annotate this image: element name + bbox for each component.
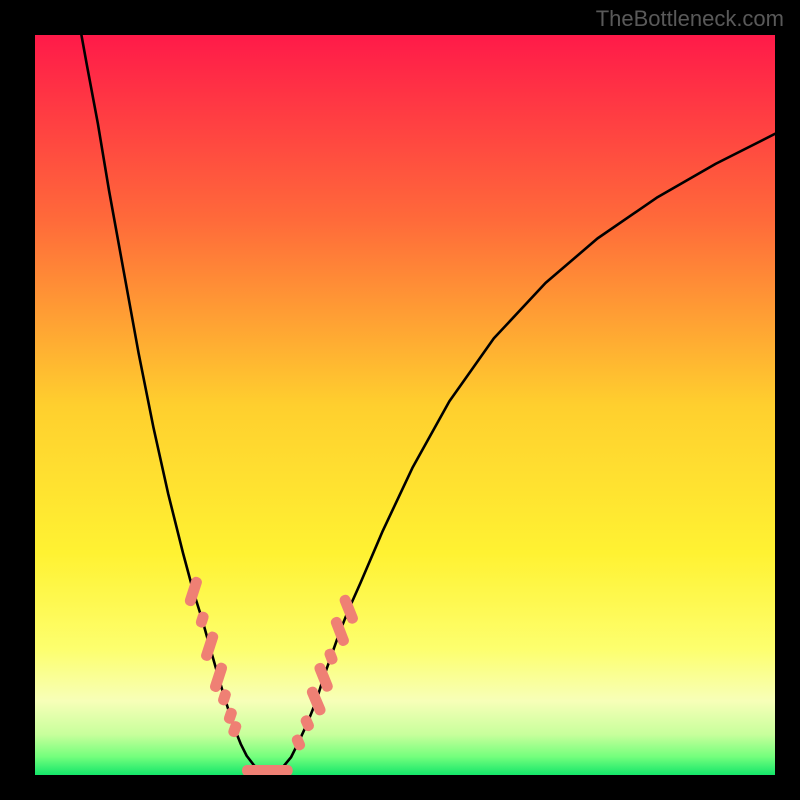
chart-svg (0, 0, 800, 800)
watermark-text: TheBottleneck.com (596, 6, 784, 32)
bottleneck-chart: TheBottleneck.com (0, 0, 800, 800)
curve-marker (263, 765, 293, 776)
